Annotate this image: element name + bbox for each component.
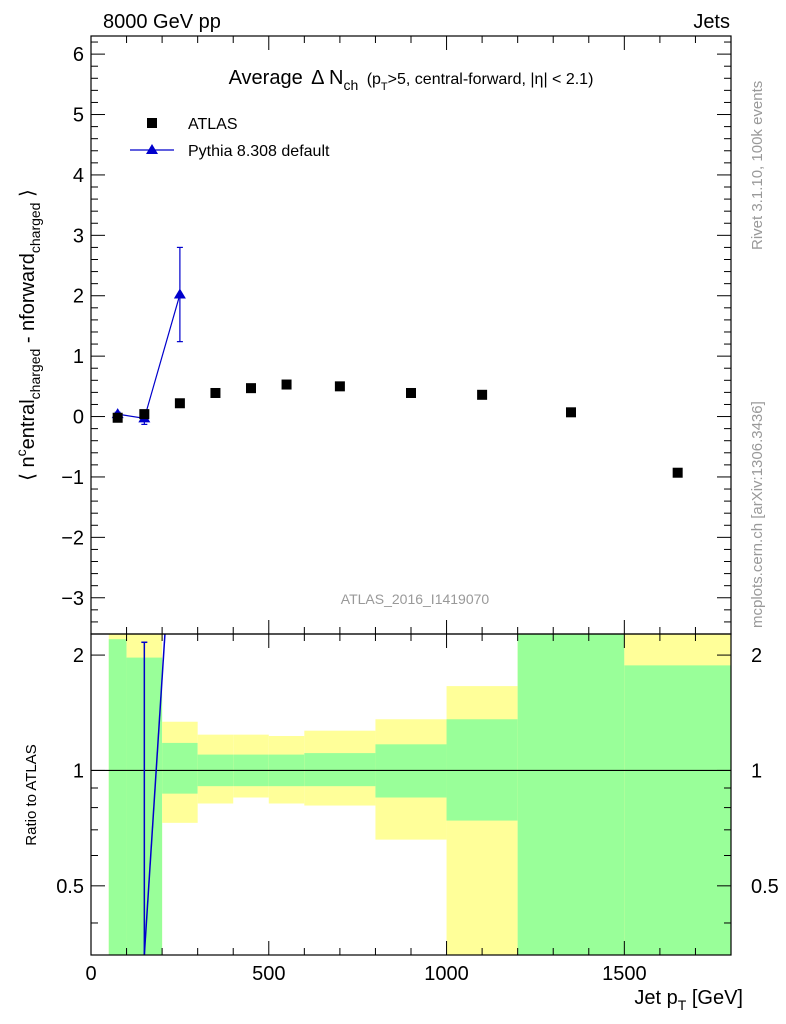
- atlas-point-4: [246, 383, 256, 394]
- ratio-ytick-label-right: 1: [751, 760, 762, 782]
- main-ytick-label: −3: [61, 588, 84, 610]
- atlas-point-9: [566, 407, 576, 418]
- band-inner-10: [624, 665, 731, 955]
- atlas-point-5: [281, 379, 292, 390]
- atlas-point-6: [334, 381, 345, 392]
- ratio-ytick-label: 2: [73, 645, 84, 667]
- atlas-point-7: [406, 387, 416, 398]
- main-ytick-label: 4: [73, 165, 84, 187]
- pythia-line: [117, 294, 181, 420]
- main-ytick-label: −2: [61, 527, 84, 549]
- x-axis-label: Jet pT [GeV]: [634, 987, 743, 1013]
- atlas-point-8: [477, 389, 488, 400]
- xtick-label: 1000: [424, 963, 469, 985]
- x-axis: 0 500 1000 1500: [85, 634, 732, 985]
- plot-title: Average Δ Nch (pT>5, central-forward, |η…: [229, 67, 594, 94]
- legend-marker-atlas: [147, 118, 157, 128]
- band-inner-0: [108, 639, 127, 955]
- main-ytick-label: −1: [61, 467, 84, 489]
- ratio-y-axis-label: Ratio to ATLAS: [23, 744, 40, 845]
- mcplots-label: mcplots.cern.ch [arXiv:1306.3436]: [749, 401, 766, 628]
- main-ytick-label: 2: [73, 286, 84, 308]
- band-inner-2: [162, 742, 198, 794]
- main-ytick-label: 0: [73, 407, 84, 429]
- mc-ratio-line: [143, 634, 166, 955]
- analysis-watermark: ATLAS_2016_I1419070: [341, 591, 490, 607]
- data-series: [112, 379, 683, 478]
- main-y-axis-label: ⟨ ncentralcharged - nforwardcharged ⟩: [13, 189, 43, 481]
- xtick-label: 1500: [602, 963, 647, 985]
- band-inner-9: [517, 634, 625, 955]
- legend-label-pythia: Pythia 8.308 default: [188, 143, 330, 160]
- ratio-ytick-label: 1: [73, 760, 84, 782]
- legend: ATLAS Pythia 8.308 default: [130, 116, 330, 160]
- ratio-ytick-label-right: 2: [751, 645, 762, 667]
- band-inner-6: [304, 753, 376, 787]
- atlas-point-2: [174, 398, 185, 409]
- main-frame: [90, 35, 732, 635]
- atlas-point-0: [112, 412, 123, 423]
- header-left: 8000 GeV pp: [103, 11, 221, 33]
- mc-series: [111, 246, 186, 425]
- main-ytick-label: 1: [73, 346, 84, 368]
- ratio-ytick-label-right: 0.5: [751, 876, 779, 898]
- mc-ratio-curve: [141, 634, 166, 955]
- main-y-axis: −3 −2 −1 0 1 2 3 4 5 6: [61, 41, 731, 635]
- main-ytick-label: 5: [73, 105, 84, 127]
- legend-label-atlas: ATLAS: [188, 116, 238, 133]
- legend-marker-pythia: [146, 144, 158, 154]
- main-ytick-label: 3: [73, 225, 84, 247]
- header-right: Jets: [693, 11, 730, 33]
- xtick-label: 500: [252, 963, 285, 985]
- atlas-point-3: [210, 387, 221, 398]
- atlas-point-1: [139, 409, 150, 420]
- ratio-ytick-label: 0.5: [56, 876, 84, 898]
- uncertainty-bands: [108, 634, 731, 955]
- pythia-point-2: [173, 288, 186, 299]
- xtick-label: 0: [85, 963, 96, 985]
- rivet-version-label: Rivet 3.1.10, 100k events: [749, 81, 766, 250]
- ratio-y-axis: 0.5 0.5 1 1 2 2: [56, 645, 779, 924]
- main-ytick-label: 6: [73, 44, 84, 66]
- atlas-point-10: [672, 467, 683, 478]
- main-x-ticks: [90, 36, 732, 634]
